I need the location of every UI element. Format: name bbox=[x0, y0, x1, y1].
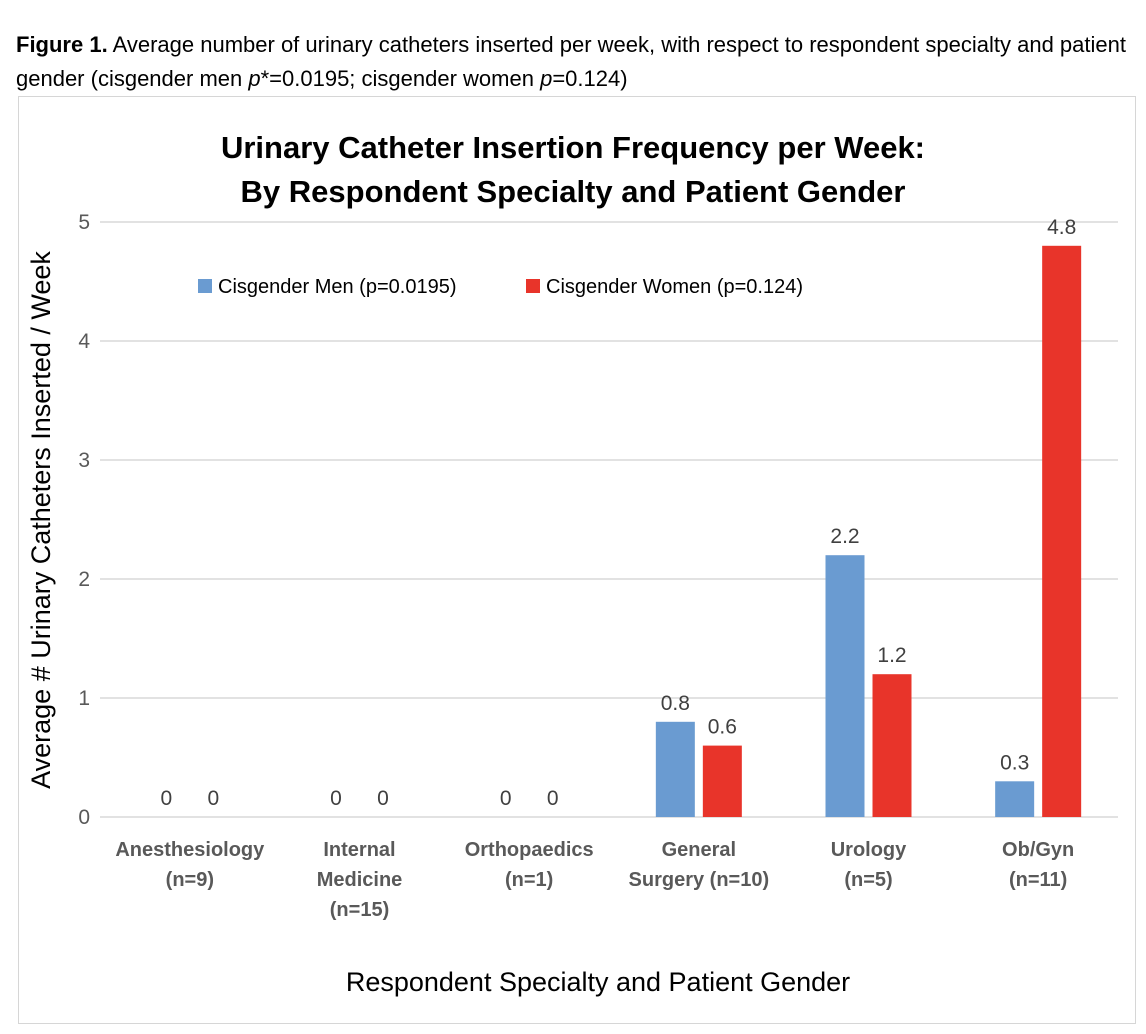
data-label: 2.2 bbox=[830, 525, 859, 548]
data-label: 0 bbox=[500, 787, 512, 810]
data-label: 0.6 bbox=[708, 716, 737, 739]
figure-caption-text-3: =0.124) bbox=[552, 66, 628, 91]
data-label: 0 bbox=[160, 787, 172, 810]
y-tick-label: 3 bbox=[78, 449, 90, 472]
bar bbox=[825, 555, 865, 817]
figure-caption-p-symbol-2: p bbox=[540, 66, 553, 91]
x-category-label: Surgery (n=10) bbox=[629, 869, 770, 891]
legend-swatch bbox=[198, 279, 212, 293]
legend-label: Cisgender Men (p=0.0195) bbox=[218, 276, 456, 298]
data-label: 1.2 bbox=[877, 644, 906, 667]
figure-caption: Figure 1. Average number of urinary cath… bbox=[16, 28, 1136, 96]
bar bbox=[872, 674, 912, 817]
figure-caption-text-1: Average number of urinary catheters inse… bbox=[16, 32, 1126, 91]
chart-title-line: Urinary Catheter Insertion Frequency per… bbox=[221, 130, 925, 165]
data-label: 0 bbox=[547, 787, 559, 810]
y-axis-title: Average # Urinary Catheters Inserted / W… bbox=[26, 251, 56, 789]
y-tick-label: 4 bbox=[78, 330, 90, 353]
x-category-label: (n=9) bbox=[166, 869, 214, 891]
data-label: 0.8 bbox=[661, 692, 690, 715]
chart-frame bbox=[18, 96, 1136, 1024]
data-label: 0 bbox=[377, 787, 389, 810]
bar bbox=[655, 721, 695, 817]
bar bbox=[702, 745, 742, 817]
x-category-label: Orthopaedics bbox=[465, 839, 594, 861]
y-tick-label: 2 bbox=[78, 568, 90, 591]
x-category-label: Medicine bbox=[317, 869, 403, 891]
legend-swatch bbox=[526, 279, 540, 293]
bar bbox=[1042, 245, 1082, 818]
x-category-label: Anesthesiology bbox=[115, 839, 265, 861]
x-category-label: (n=1) bbox=[505, 869, 553, 891]
x-category-label: General bbox=[662, 839, 736, 861]
data-label: 0.3 bbox=[1000, 751, 1029, 774]
y-tick-label: 1 bbox=[78, 687, 90, 710]
data-label: 0 bbox=[330, 787, 342, 810]
chart-title-line: By Respondent Specialty and Patient Gend… bbox=[241, 174, 906, 209]
x-category-label: (n=11) bbox=[1009, 869, 1067, 891]
x-category-label: Internal bbox=[323, 839, 395, 861]
figure-caption-text-2: *=0.0195; cisgender women bbox=[260, 66, 541, 91]
bar bbox=[995, 781, 1035, 817]
data-label: 0 bbox=[207, 787, 219, 810]
x-axis-title: Respondent Specialty and Patient Gender bbox=[346, 967, 850, 997]
x-category-label: Urology bbox=[831, 839, 907, 861]
figure-caption-p-symbol: p bbox=[248, 66, 261, 91]
legend-label: Cisgender Women (p=0.124) bbox=[546, 276, 803, 298]
y-tick-label: 0 bbox=[78, 806, 90, 829]
data-label: 4.8 bbox=[1047, 216, 1076, 239]
x-category-label: (n=5) bbox=[844, 869, 892, 891]
figure-caption-label: Figure 1. bbox=[16, 32, 108, 57]
x-category-label: Ob/Gyn bbox=[1002, 839, 1074, 861]
x-category-label: (n=15) bbox=[330, 899, 389, 921]
y-tick-label: 5 bbox=[78, 211, 90, 234]
